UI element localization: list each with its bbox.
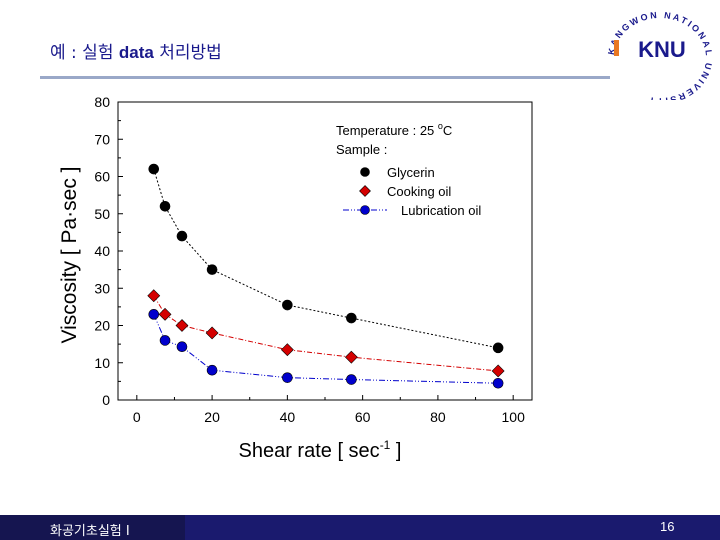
data-point (206, 364, 218, 376)
series-layer (147, 163, 505, 389)
title-divider (40, 76, 610, 79)
slide-title: 예 : 실험 data 처리방법 (50, 38, 222, 63)
title-bold: data (118, 43, 154, 62)
title-prefix: 예 : 실험 (50, 43, 119, 63)
title-suffix: 처리방법 (153, 43, 222, 63)
legend-label: Cooking oil (387, 184, 451, 199)
data-point (491, 364, 505, 378)
series-cooking-oil (147, 289, 505, 378)
x-tick-label: 0 (133, 409, 141, 425)
chart-annotation-temperature: Temperature : 25 oC (336, 121, 452, 138)
y-axis-ticks: 0 10 20 30 40 50 60 70 80 (94, 94, 123, 408)
data-point (492, 342, 504, 354)
y-tick-label: 60 (94, 169, 110, 185)
x-tick-label: 60 (355, 409, 371, 425)
y-tick-label: 50 (94, 206, 110, 222)
x-tick-label: 40 (280, 409, 296, 425)
series-line (153, 314, 499, 384)
x-tick-label: 20 (204, 409, 220, 425)
y-tick-label: 80 (94, 94, 110, 110)
axes-frame (117, 101, 533, 401)
data-point (159, 335, 171, 346)
data-point (346, 312, 357, 324)
y-axis-label: Viscosity [ Pa·sec ] (58, 166, 81, 343)
data-point (175, 319, 189, 332)
chart-legend: Glycerin Cooking oil Lubrication oil (343, 165, 481, 218)
x-axis-label-sup: -1 (380, 438, 391, 452)
series-lubrication-oil (148, 309, 504, 389)
legend-marker (360, 167, 370, 177)
series-line (153, 295, 499, 372)
x-axis-label-main: Shear rate [ sec (239, 440, 380, 462)
y-tick-label: 20 (94, 318, 110, 334)
data-point (282, 372, 293, 383)
series-glycerin (148, 163, 504, 354)
chart-annotation-sample: Sample : (336, 142, 387, 157)
data-point (176, 230, 188, 242)
legend-marker (359, 185, 371, 197)
y-tick-label: 0 (102, 392, 110, 408)
x-tick-label: 80 (430, 409, 446, 425)
x-tick-label: 100 (502, 409, 526, 425)
footer-bar: 화공기초실험 I 16 (0, 515, 720, 540)
data-point (282, 299, 293, 311)
y-tick-label: 10 (94, 355, 110, 371)
university-logo: KANGWON NATIONAL UNIVERSITY KNU (606, 10, 712, 100)
y-tick-label: 40 (94, 243, 110, 259)
logo-main-text: KNU (638, 37, 686, 62)
page-number: 16 (660, 519, 675, 534)
data-point (148, 309, 160, 320)
data-point (148, 163, 160, 175)
data-point (280, 343, 294, 357)
x-axis-ticks: 0 20 40 60 80 100 (133, 395, 526, 425)
footer-left-block (0, 515, 185, 540)
data-point (346, 374, 357, 385)
data-point (158, 307, 172, 321)
annotation-unit: C (443, 123, 452, 138)
annotation-degree: o (438, 121, 443, 131)
annotation-temp-text: Temperature : 25 (336, 123, 438, 138)
legend-marker (360, 205, 370, 215)
y-tick-label: 30 (94, 280, 110, 296)
data-point (159, 201, 171, 212)
legend-label: Glycerin (387, 165, 435, 180)
data-point (344, 350, 358, 364)
data-point (492, 377, 504, 389)
logo-accent (614, 40, 619, 56)
y-tick-label: 70 (94, 131, 110, 147)
x-axis-label-end: ] (390, 440, 401, 462)
plot-frame (117, 101, 533, 401)
footer-course-title: 화공기초실험 I (50, 524, 130, 539)
viscosity-chart: 0 10 20 30 40 50 60 70 80 0 20 40 60 80 100 Glycerin C… (58, 94, 533, 462)
legend-label: Lubrication oil (401, 203, 481, 218)
data-point (206, 264, 218, 275)
data-point (147, 289, 161, 303)
data-point (205, 326, 219, 340)
x-axis-label: Shear rate [ sec-1 ] (239, 438, 402, 462)
data-point (176, 341, 188, 353)
